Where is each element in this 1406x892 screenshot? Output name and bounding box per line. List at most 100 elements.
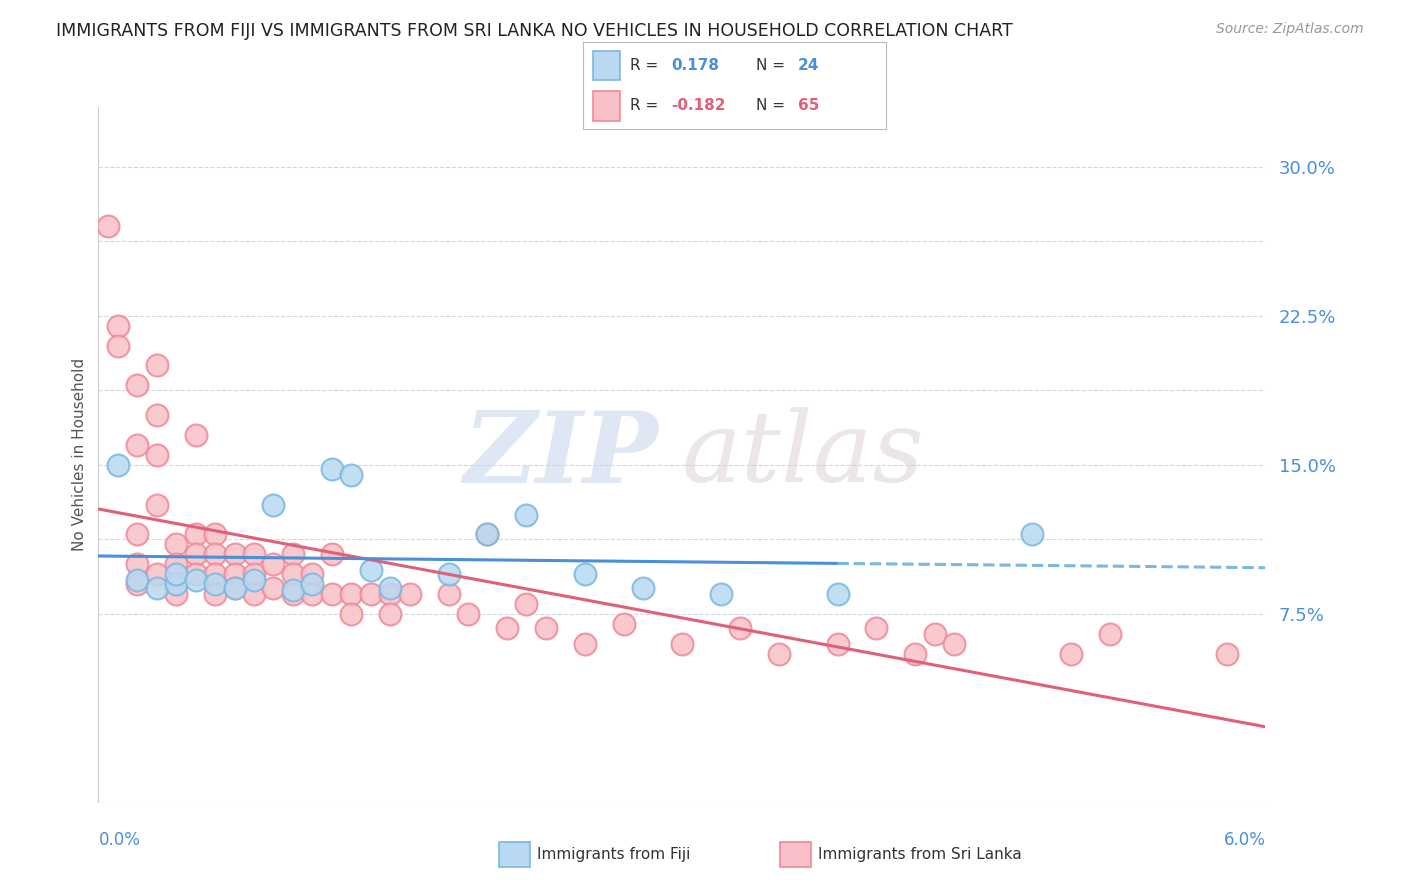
Point — [204, 547, 226, 561]
Point — [827, 637, 849, 651]
Point — [165, 537, 187, 551]
Point — [165, 587, 187, 601]
Point — [710, 587, 733, 601]
Point — [281, 587, 304, 601]
Point — [281, 547, 304, 561]
Point — [204, 527, 226, 541]
Point — [184, 547, 207, 561]
Text: 65: 65 — [799, 98, 820, 113]
Text: atlas: atlas — [682, 408, 925, 502]
Point — [262, 498, 284, 512]
Point — [243, 567, 266, 582]
Point — [477, 527, 499, 541]
FancyBboxPatch shape — [592, 91, 620, 120]
Text: 24: 24 — [799, 58, 820, 73]
Point — [1098, 627, 1121, 641]
Text: 0.0%: 0.0% — [98, 830, 141, 848]
Text: 6.0%: 6.0% — [1223, 830, 1265, 848]
Point — [574, 637, 596, 651]
Text: 0.178: 0.178 — [671, 58, 718, 73]
Point — [671, 637, 693, 651]
Point — [321, 587, 343, 601]
Point — [924, 627, 946, 641]
Point — [340, 607, 363, 621]
Point — [340, 587, 363, 601]
Point — [515, 508, 537, 522]
Text: -0.182: -0.182 — [671, 98, 725, 113]
Point — [437, 587, 460, 601]
Point — [730, 621, 752, 635]
Point — [127, 527, 149, 541]
Point — [224, 581, 246, 595]
Text: R =: R = — [630, 98, 658, 113]
Point — [127, 577, 149, 591]
Point — [496, 621, 519, 635]
Point — [146, 448, 169, 462]
Point — [340, 467, 363, 482]
Point — [281, 567, 304, 582]
Point — [515, 597, 537, 611]
Point — [224, 581, 246, 595]
Text: N =: N = — [756, 58, 785, 73]
Point — [827, 587, 849, 601]
Point — [768, 647, 790, 661]
Point — [127, 558, 149, 572]
Point — [437, 567, 460, 582]
Point — [184, 428, 207, 442]
Point — [321, 462, 343, 476]
Point — [165, 558, 187, 572]
Point — [204, 567, 226, 582]
Point — [631, 581, 654, 595]
Point — [380, 581, 402, 595]
Point — [243, 587, 266, 601]
Point — [224, 567, 246, 582]
Point — [204, 587, 226, 601]
Point — [380, 587, 402, 601]
Point — [865, 621, 887, 635]
Point — [904, 647, 927, 661]
Point — [380, 607, 402, 621]
Point — [1215, 647, 1237, 661]
Point — [301, 587, 323, 601]
Point — [127, 378, 149, 392]
Point — [281, 583, 304, 598]
Point — [457, 607, 479, 621]
Point — [184, 573, 207, 587]
Point — [534, 621, 557, 635]
Point — [146, 498, 169, 512]
Point — [107, 458, 129, 472]
Text: Source: ZipAtlas.com: Source: ZipAtlas.com — [1216, 22, 1364, 37]
Text: Immigrants from Fiji: Immigrants from Fiji — [537, 847, 690, 862]
Point — [127, 573, 149, 587]
Point — [224, 547, 246, 561]
Y-axis label: No Vehicles in Household: No Vehicles in Household — [72, 359, 87, 551]
Point — [613, 616, 636, 631]
Text: N =: N = — [756, 98, 785, 113]
Text: ZIP: ZIP — [464, 407, 658, 503]
Point — [943, 637, 966, 651]
Point — [146, 567, 169, 582]
Text: IMMIGRANTS FROM FIJI VS IMMIGRANTS FROM SRI LANKA NO VEHICLES IN HOUSEHOLD CORRE: IMMIGRANTS FROM FIJI VS IMMIGRANTS FROM … — [56, 22, 1012, 40]
Point — [360, 587, 382, 601]
Point — [1060, 647, 1083, 661]
Point — [204, 577, 226, 591]
Point — [97, 219, 120, 234]
Point — [107, 338, 129, 352]
Point — [165, 577, 187, 591]
Point — [146, 359, 169, 373]
Point — [262, 581, 284, 595]
Point — [107, 318, 129, 333]
Point — [146, 581, 169, 595]
Point — [243, 573, 266, 587]
Point — [165, 567, 187, 582]
Point — [301, 567, 323, 582]
Point — [321, 547, 343, 561]
Point — [165, 577, 187, 591]
Text: Immigrants from Sri Lanka: Immigrants from Sri Lanka — [818, 847, 1022, 862]
Point — [127, 438, 149, 452]
Point — [262, 558, 284, 572]
Point — [477, 527, 499, 541]
Point — [243, 547, 266, 561]
Point — [184, 567, 207, 582]
Point — [1021, 527, 1043, 541]
